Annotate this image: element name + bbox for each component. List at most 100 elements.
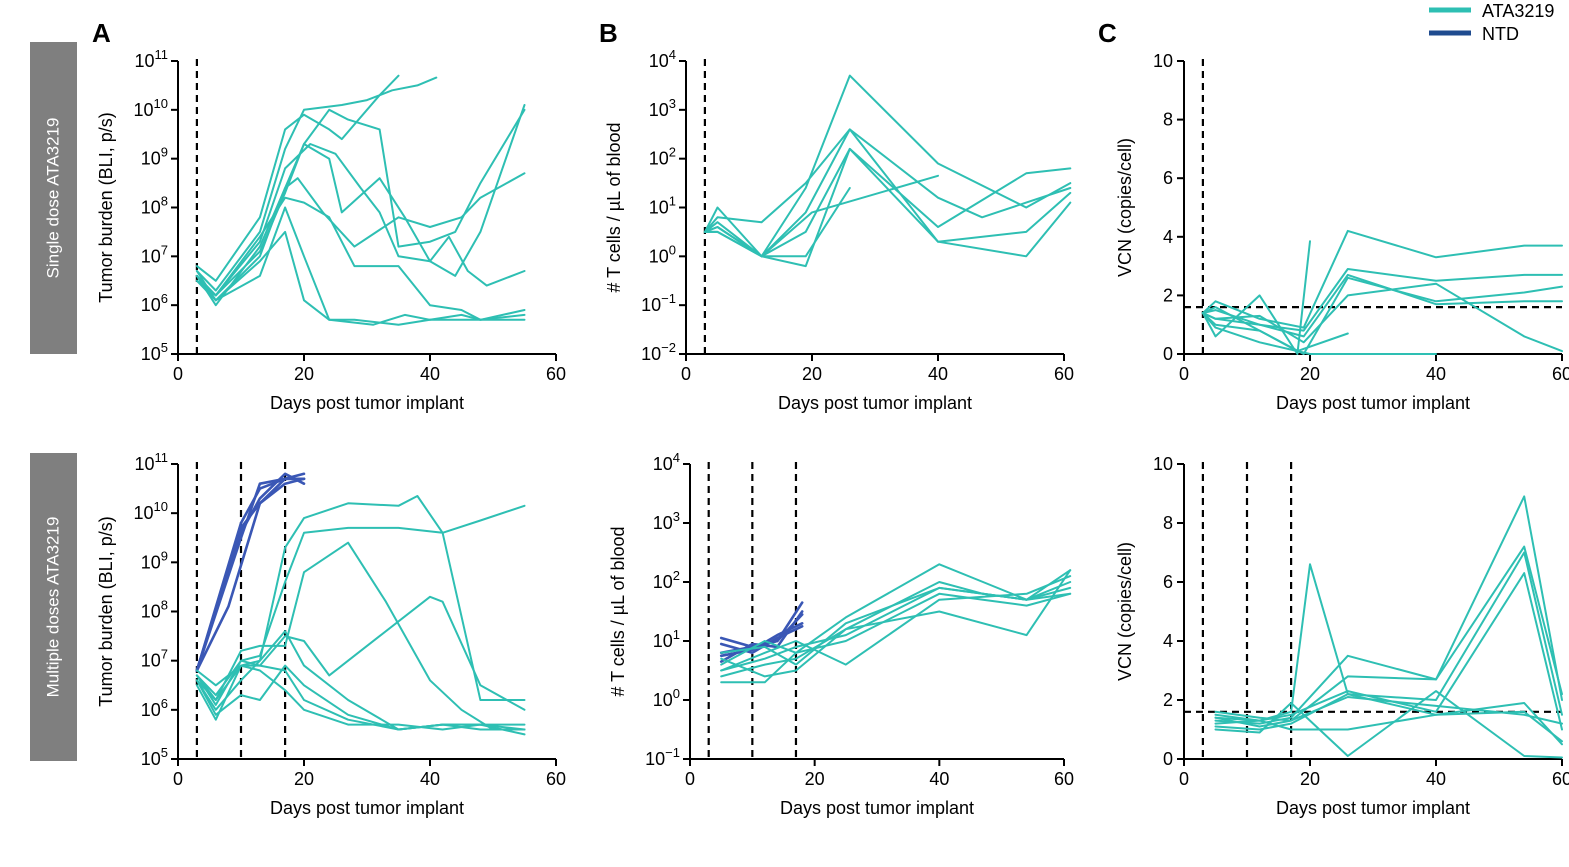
- series-line-ata3219-1: [195, 74, 400, 282]
- series-line-ata3219-5: [703, 147, 1072, 268]
- series-line-ata3219-13: [195, 664, 526, 731]
- y-tick-label: 109: [141, 548, 168, 572]
- y-tick-label: 106: [141, 291, 168, 315]
- y-tick-label: 2: [1163, 285, 1173, 305]
- x-axis-label: Days post tumor implant: [778, 393, 972, 413]
- series-line-ata3219-2: [1214, 545, 1563, 728]
- x-axis-label: Days post tumor implant: [1276, 798, 1470, 818]
- y-tick-label: 10−1: [641, 291, 676, 315]
- x-tick-label: 0: [1179, 364, 1189, 384]
- series-line-ata3219-5: [1201, 282, 1563, 353]
- y-tick-label: 101: [649, 194, 676, 218]
- series-line-ata3219-1: [1214, 495, 1563, 725]
- x-tick-label: 60: [546, 364, 566, 384]
- y-tick-label: 104: [649, 47, 676, 71]
- x-axis-label: Days post tumor implant: [270, 798, 464, 818]
- x-tick-label: 40: [928, 364, 948, 384]
- series-line-ata3219-3: [1201, 273, 1563, 338]
- series-line-ata3219-6: [1201, 306, 1349, 353]
- series-line-ata3219-2: [195, 76, 438, 292]
- series-line-ata3219-1: [703, 74, 1072, 258]
- y-tick-label: 0: [1163, 344, 1173, 364]
- panel-letter-B: B: [599, 18, 618, 48]
- x-axis-label: Days post tumor implant: [780, 798, 974, 818]
- series-line-ata3219-8: [195, 541, 526, 731]
- row-label-multiple-text: Multiple doses ATA3219: [43, 516, 63, 698]
- y-tick-label: 100: [649, 242, 676, 266]
- row-label-multiple: Multiple doses ATA3219: [30, 453, 77, 761]
- row-label-single-text: Single dose ATA3219: [43, 117, 63, 279]
- series-line-ata3219-9: [720, 592, 1072, 666]
- legend-label: NTD: [1482, 24, 1519, 44]
- y-tick-label: 10: [1153, 51, 1173, 71]
- series-line-ntd-5: [719, 621, 804, 658]
- x-tick-label: 20: [1300, 364, 1320, 384]
- y-tick-label: 2: [1163, 690, 1173, 710]
- series-line-ata3219-3: [195, 108, 526, 297]
- series-line-ntd-4: [195, 477, 306, 672]
- x-axis-label: Days post tumor implant: [270, 393, 464, 413]
- y-tick-label: 6: [1163, 572, 1173, 592]
- series-line-ata3219-6: [195, 172, 526, 307]
- y-axis-label: Tumor burden (BLI, p/s): [96, 516, 116, 706]
- y-tick-label: 6: [1163, 168, 1173, 188]
- y-tick-label: 109: [141, 145, 168, 169]
- series-line-ata3219-9: [195, 206, 526, 326]
- series-line-ata3219-8: [1201, 240, 1311, 355]
- y-tick-label: 102: [649, 145, 676, 169]
- series-line-ata3219-7: [1201, 312, 1437, 355]
- panel-C-multiple: 0 20 40 60 0 2 4 6 8 10 Days post tumor implant VCN…: [1115, 454, 1569, 818]
- x-tick-label: 60: [1054, 769, 1074, 789]
- series-line-ntd-1: [719, 601, 804, 649]
- series-line-ata3219-1: [1201, 229, 1563, 329]
- y-axis-label: # T cells / µL of blood: [604, 122, 624, 292]
- series-line-ata3219-3: [703, 128, 1072, 258]
- y-axis-label: VCN (copies/cell): [1115, 138, 1135, 277]
- series-line-ata3219-11: [720, 575, 1072, 672]
- x-tick-label: 40: [929, 769, 949, 789]
- x-tick-label: 20: [802, 364, 822, 384]
- y-tick-label: 8: [1163, 513, 1173, 533]
- panel-C-single: 0 20 40 60 0 2 4 6 8 10 Days post tumor implant VCN…: [1115, 51, 1569, 413]
- panel-letter-A: A: [92, 18, 111, 48]
- y-axis-label: VCN (copies/cell): [1115, 542, 1135, 681]
- x-tick-label: 20: [294, 364, 314, 384]
- y-tick-label: 8: [1163, 110, 1173, 130]
- x-tick-label: 40: [1426, 769, 1446, 789]
- y-tick-label: 1010: [134, 499, 169, 523]
- series-line-ata3219-9: [195, 595, 526, 711]
- series-line-ata3219-5: [1214, 563, 1563, 746]
- series-line-ata3219-10: [195, 630, 526, 731]
- series-line-ata3219-8: [195, 230, 526, 326]
- x-tick-label: 0: [173, 364, 183, 384]
- x-tick-label: 0: [1179, 769, 1189, 789]
- row-label-single: Single dose ATA3219: [30, 42, 77, 354]
- series-line-ata3219-6: [703, 187, 851, 258]
- series-line-ata3219-3: [1214, 572, 1563, 731]
- y-tick-label: 103: [649, 96, 676, 120]
- y-axis-label: # T cells / µL of blood: [608, 526, 628, 696]
- y-tick-label: 102: [653, 568, 680, 592]
- panel-A-single: 0 20 40 60 105 106 107 108 109 1010 1011 Days post …: [96, 47, 566, 413]
- y-tick-label: 10: [1153, 454, 1173, 474]
- series-line-ata3219-7: [703, 174, 939, 258]
- legend: ATA3219 NTD: [1429, 1, 1554, 44]
- y-tick-label: 101: [653, 627, 680, 651]
- series-line-ata3219-5: [195, 104, 526, 297]
- y-tick-label: 104: [653, 450, 680, 474]
- y-tick-label: 10−2: [641, 340, 676, 364]
- y-tick-label: 107: [141, 242, 168, 266]
- y-axis-label: Tumor burden (BLI, p/s): [96, 112, 116, 302]
- x-tick-label: 40: [420, 364, 440, 384]
- x-tick-label: 0: [685, 769, 695, 789]
- series-line-ata3219-7: [195, 526, 526, 701]
- series-line-ata3219-12: [195, 664, 526, 731]
- y-tick-label: 108: [141, 598, 168, 622]
- series-line-ata3219-7: [195, 196, 526, 321]
- x-tick-label: 60: [1552, 769, 1569, 789]
- x-tick-label: 0: [681, 364, 691, 384]
- y-tick-label: 105: [141, 745, 168, 769]
- x-tick-label: 60: [1552, 364, 1569, 384]
- series-line-ata3219-4: [195, 143, 526, 302]
